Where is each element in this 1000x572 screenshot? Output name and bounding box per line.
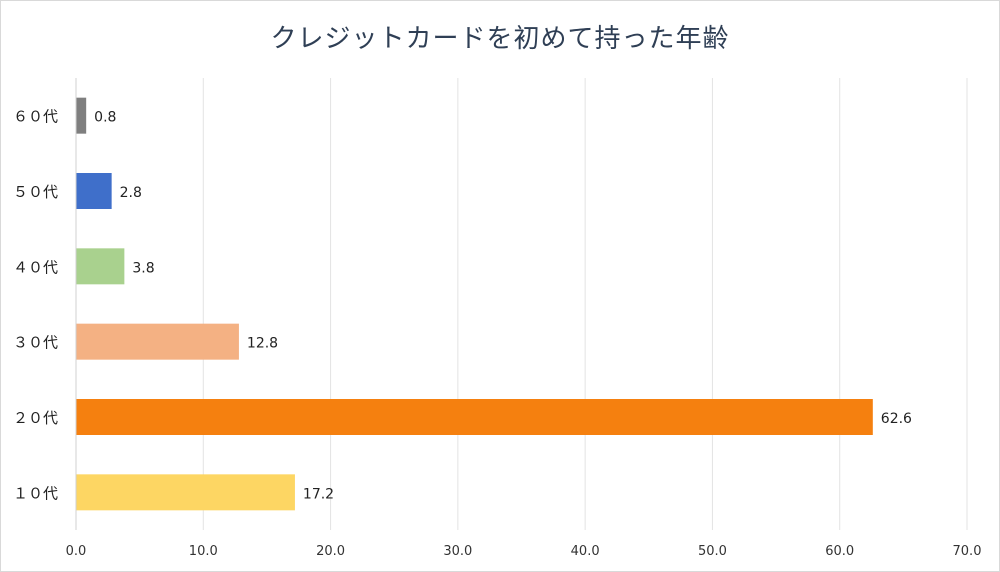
category-label: ５０代 — [13, 183, 58, 201]
data-labels: 17.2 62.6 12.8 3.8 2.8 0.8 — [94, 110, 912, 503]
category-label: ６０代 — [13, 108, 58, 126]
category-label: ３０代 — [13, 334, 58, 352]
bars — [76, 97, 873, 511]
x-tick-label: 10.0 — [189, 544, 218, 559]
x-tick-label: 50.0 — [698, 544, 727, 559]
bar — [76, 323, 239, 360]
bar — [76, 97, 87, 134]
bar — [76, 474, 295, 511]
bar — [76, 173, 112, 209]
bar — [76, 399, 873, 435]
data-label: 17.2 — [303, 486, 334, 502]
category-label: ２０代 — [13, 409, 58, 427]
category-label: ４０代 — [13, 258, 58, 276]
x-tick-label: 70.0 — [953, 544, 982, 559]
x-tick-label: 20.0 — [316, 544, 345, 559]
chart-title: クレジットカードを初めて持った年齢 — [270, 24, 730, 54]
data-label: 12.8 — [247, 336, 278, 352]
data-label: 2.8 — [120, 185, 142, 201]
data-label: 3.8 — [132, 260, 154, 276]
data-label: 62.6 — [881, 411, 912, 427]
category-labels: １０代 ２０代 ３０代 ４０代 ５０代 ６０代 — [13, 108, 58, 503]
x-axis-ticks: 0.0 10.0 20.0 30.0 40.0 50.0 60.0 70.0 — [66, 544, 982, 559]
x-tick-label: 60.0 — [825, 544, 854, 559]
x-tick-label: 0.0 — [66, 544, 87, 559]
data-label: 0.8 — [94, 110, 116, 126]
category-label: １０代 — [13, 484, 58, 502]
x-tick-label: 40.0 — [571, 544, 600, 559]
bar — [76, 248, 125, 285]
x-tick-label: 30.0 — [443, 544, 472, 559]
gridlines — [202, 78, 968, 530]
